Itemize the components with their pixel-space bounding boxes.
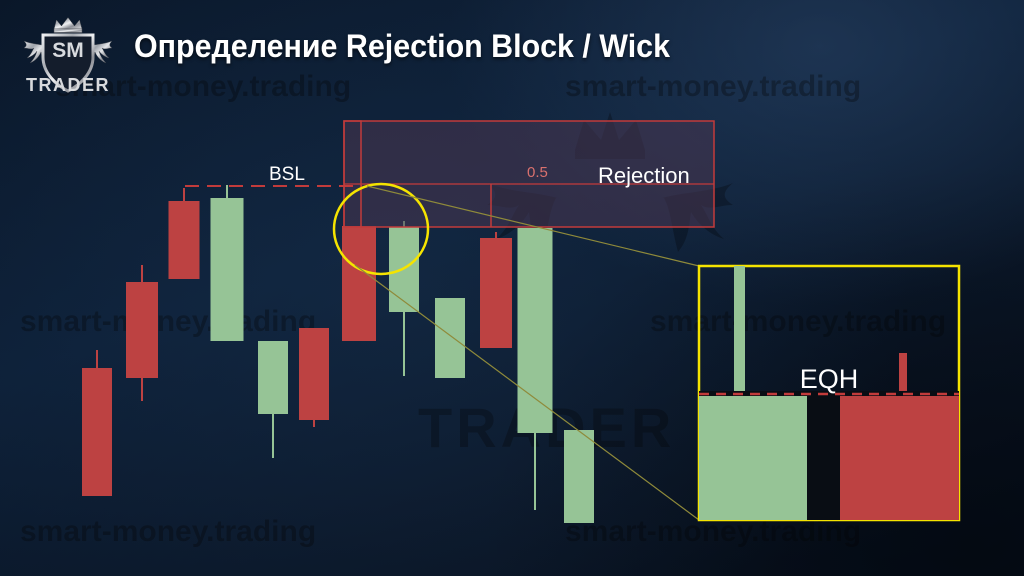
- svg-text:EQH: EQH: [800, 364, 859, 394]
- svg-text:BSL: BSL: [269, 164, 305, 185]
- svg-text:0.5: 0.5: [527, 164, 548, 181]
- svg-text:Rejection: Rejection: [598, 163, 690, 188]
